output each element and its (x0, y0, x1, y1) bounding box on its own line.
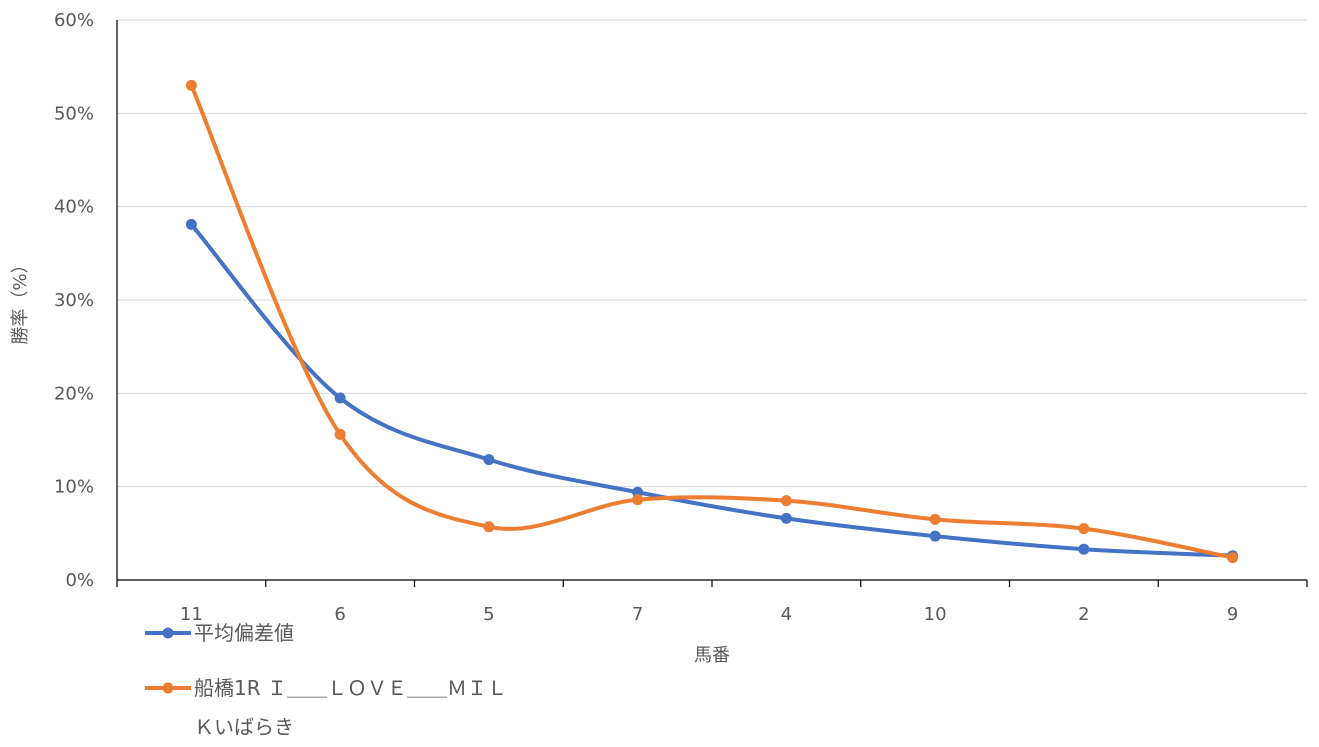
data-point (929, 530, 941, 542)
legend-swatch-marker (162, 627, 174, 639)
x-tick-label: 4 (781, 604, 792, 625)
data-point (780, 495, 792, 507)
x-tick-label: 10 (924, 604, 947, 625)
y-tick-label: 10% (54, 477, 94, 498)
legend-item: 平均偏差値 (145, 621, 294, 645)
gridlines (117, 19, 1307, 488)
y-tick-label: 40% (54, 197, 94, 218)
series-line (189, 222, 1235, 558)
y-tick-labels: 0% 10% 20% 30% 40% 50% 60% (54, 10, 94, 591)
series-line (189, 83, 1235, 560)
series-layer (185, 79, 1239, 564)
data-point (483, 454, 495, 466)
data-point (780, 512, 792, 524)
data-point (334, 392, 346, 404)
data-point (929, 513, 941, 525)
x-tick-label: 2 (1078, 604, 1089, 625)
y-tick-label: 30% (54, 290, 94, 311)
y-tick-label: 20% (54, 383, 94, 404)
legend-item: 船橋1R Ｉ＿＿ＬＯＶＥ＿＿ＭＩＬＫいばらき (145, 676, 507, 739)
legend-label: 船橋1R Ｉ＿＿ＬＯＶＥ＿＿ＭＩＬＫいばらき (194, 676, 507, 739)
data-point (1078, 543, 1090, 555)
y-tick-label: 50% (54, 103, 94, 124)
x-tick-label: 7 (632, 604, 643, 625)
series-2 (185, 79, 1239, 564)
x-tick-labels: 11 6 5 7 4 10 2 9 (180, 604, 1238, 625)
x-tick-label: 6 (334, 604, 345, 625)
y-tick-label: 60% (54, 10, 94, 31)
data-point (185, 79, 197, 91)
data-point (1227, 552, 1239, 564)
x-axis (116, 20, 1308, 587)
y-axis-title: 勝率（%） (10, 255, 31, 344)
series-1 (185, 218, 1239, 562)
data-point (632, 494, 644, 506)
x-tick-label: 5 (483, 604, 494, 625)
x-tick-label: 11 (180, 604, 203, 625)
x-tick-label: 9 (1227, 604, 1238, 625)
x-axis-title: 馬番 (694, 645, 730, 666)
data-point (185, 218, 197, 230)
y-tick-label: 0% (65, 570, 94, 591)
data-point (483, 521, 495, 533)
data-point (334, 428, 346, 440)
legend-swatch-marker (162, 682, 174, 694)
data-point (1078, 523, 1090, 535)
legend-label: 平均偏差値 (194, 621, 294, 645)
